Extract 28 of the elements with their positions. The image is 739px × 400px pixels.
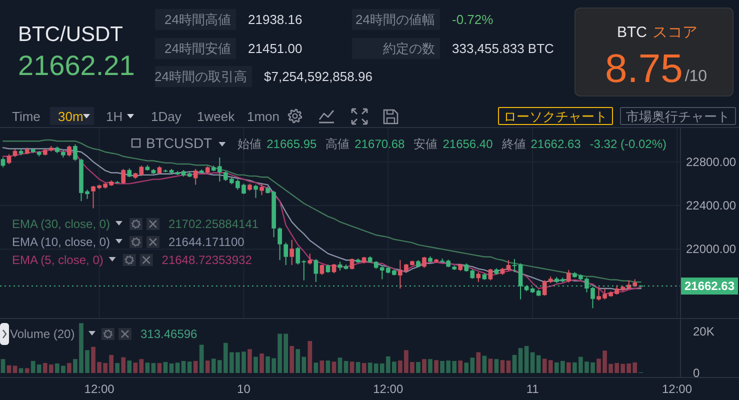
text: 1H — [106, 109, 123, 124]
text: 21451.00 — [248, 41, 302, 56]
text: 1week — [197, 109, 236, 124]
text: 8.75 — [605, 47, 683, 91]
text: 24時間高値 — [164, 12, 231, 27]
candlestick — [6, 154, 12, 165]
bar — [0, 359, 6, 373]
text: 24時間安値 — [164, 41, 231, 56]
text: 24時間の値幅 — [356, 12, 435, 27]
text: 市場奥行チャート — [626, 109, 730, 124]
text: -0.72% — [452, 12, 494, 27]
text: 30m — [58, 109, 84, 124]
text: BTC/USDT — [18, 23, 124, 46]
text: 21662.21 — [18, 50, 135, 81]
text: 1mon — [247, 109, 280, 124]
text: BTC — [617, 24, 648, 41]
candlestick — [0, 156, 6, 168]
text: Time — [12, 109, 40, 124]
text: 約定の数 — [383, 41, 435, 56]
text: /10 — [684, 68, 708, 85]
bar — [6, 365, 12, 373]
text: 24時間の取引高 — [154, 69, 247, 84]
text: $7,254,592,858.96 — [264, 69, 372, 84]
text: 1Day — [151, 109, 182, 124]
text: スコア — [652, 24, 698, 41]
text: 333,455.833 BTC — [452, 41, 554, 56]
text: ローソクチャート — [504, 109, 608, 124]
text: 21938.16 — [248, 12, 302, 27]
